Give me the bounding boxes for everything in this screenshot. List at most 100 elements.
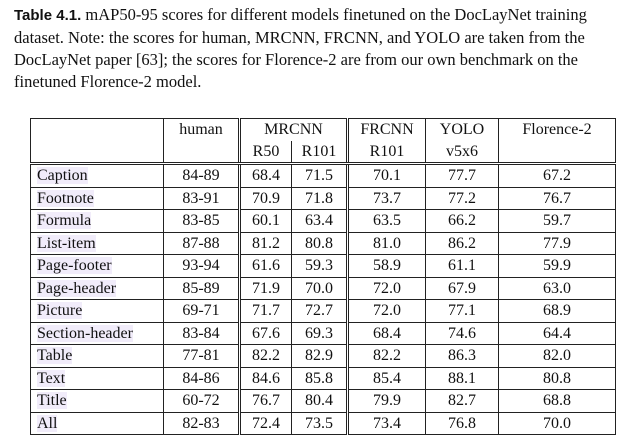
score-cell: 86.2 <box>425 231 499 255</box>
table-row: Footnote 83-91 70.9 71.8 73.7 77.2 76.7 <box>30 186 616 210</box>
score-cell: 76.8 <box>425 411 499 435</box>
score-cell: 73.7 <box>346 186 426 210</box>
score-cell: 84-86 <box>163 366 240 390</box>
score: 82.7 <box>448 392 476 410</box>
score: 70.0 <box>543 414 571 432</box>
score: 82.2 <box>373 347 401 365</box>
score-cell: 85.4 <box>346 366 426 390</box>
score-cell: 76.7 <box>498 186 616 210</box>
score: 58.9 <box>373 257 401 275</box>
row-label: Page-header <box>37 279 117 297</box>
header-cell: human <box>163 118 240 141</box>
score: 76.7 <box>252 392 280 410</box>
score: 68.4 <box>252 167 280 185</box>
caption-label: Table 4.1. <box>14 7 82 24</box>
score-cell: 85-89 <box>163 276 240 300</box>
table-body: human MRCNN FRCNN YOLO Florence-2 R50 R1… <box>30 118 616 435</box>
row-label: Title <box>37 392 67 410</box>
score: 61.6 <box>252 257 280 275</box>
score: 71.5 <box>305 167 333 185</box>
score-cell: 72.4 <box>238 411 292 435</box>
score: 71.9 <box>252 279 280 297</box>
score-cell: 68.4 <box>346 321 426 345</box>
score: 66.2 <box>448 212 476 230</box>
score-cell: 59.7 <box>498 209 616 233</box>
score-cell: 67.6 <box>238 321 292 345</box>
row-label-cell: Section-header <box>30 321 164 345</box>
score: 83-84 <box>182 324 220 342</box>
score: 70.9 <box>252 189 280 207</box>
score-cell: 71.5 <box>291 163 348 188</box>
score-cell: 82.0 <box>498 344 616 368</box>
score-cell: 84-89 <box>163 163 240 188</box>
score: 77.7 <box>448 167 476 185</box>
score-cell: 72.7 <box>291 299 348 323</box>
score: 81.2 <box>252 234 280 252</box>
score-cell: 85.8 <box>291 366 348 390</box>
score: 71.7 <box>252 302 280 320</box>
score: 77.1 <box>448 302 476 320</box>
header-cell: v5x6 <box>425 140 499 165</box>
score-cell: 63.0 <box>498 276 616 300</box>
score-cell: 66.2 <box>425 209 499 233</box>
score-cell: 77-81 <box>163 344 240 368</box>
score: 60-72 <box>182 392 220 410</box>
score: 68.8 <box>543 392 571 410</box>
score-cell: 59.9 <box>498 254 616 278</box>
score: 74.6 <box>448 324 476 342</box>
score-cell: 68.4 <box>238 163 292 188</box>
table-row: Table 77-81 82.2 82.9 82.2 86.3 82.0 <box>30 344 616 368</box>
score-cell: 84.6 <box>238 366 292 390</box>
score: 72.0 <box>373 302 401 320</box>
score: 76.8 <box>448 414 476 432</box>
score-cell: 61.1 <box>425 254 499 278</box>
score: 93-94 <box>182 257 220 275</box>
score: 77-81 <box>182 347 220 365</box>
score-cell: 59.3 <box>291 254 348 278</box>
score: 76.7 <box>543 189 571 207</box>
score-cell: 70.0 <box>498 411 616 435</box>
score: 70.1 <box>373 167 401 185</box>
score: 83-91 <box>182 189 220 207</box>
table-row: Picture 69-71 71.7 72.7 72.0 77.1 68.9 <box>30 299 616 323</box>
score: 79.9 <box>373 392 401 410</box>
score: 84-86 <box>182 369 220 387</box>
score-cell: 86.3 <box>425 344 499 368</box>
header-cell: FRCNN <box>346 118 426 141</box>
score-cell: 77.2 <box>425 186 499 210</box>
header-row: R50 R101 R101 v5x6 <box>30 140 616 165</box>
row-label-cell: Text <box>30 366 164 390</box>
score-cell: 70.9 <box>238 186 292 210</box>
caption: Table 4.1. mAP50-95 scores for different… <box>14 4 619 93</box>
score: 72.7 <box>305 302 333 320</box>
score: 70.0 <box>305 279 333 297</box>
row-label-cell: Page-header <box>30 276 164 300</box>
score-cell: 70.0 <box>291 276 348 300</box>
score-cell: 67.2 <box>498 163 616 188</box>
score: 80.8 <box>543 369 571 387</box>
score-cell: 70.1 <box>346 163 426 188</box>
score-cell: 61.6 <box>238 254 292 278</box>
score-cell: 60-72 <box>163 389 240 413</box>
score-cell: 73.5 <box>291 411 348 435</box>
score: 71.8 <box>305 189 333 207</box>
score: 59.3 <box>305 257 333 275</box>
score: 60.1 <box>252 212 280 230</box>
score-cell: 82.7 <box>425 389 499 413</box>
row-label: Section-header <box>37 324 133 342</box>
row-label: List-item <box>37 234 96 252</box>
score-cell: 83-85 <box>163 209 240 233</box>
score-cell: 83-84 <box>163 321 240 345</box>
score-cell: 81.2 <box>238 231 292 255</box>
score: 85.4 <box>373 369 401 387</box>
score-cell: 67.9 <box>425 276 499 300</box>
score: 86.3 <box>448 347 476 365</box>
score-cell: 88.1 <box>425 366 499 390</box>
score: 88.1 <box>448 369 476 387</box>
score: 59.9 <box>543 257 571 275</box>
score-cell: 82.9 <box>291 344 348 368</box>
score: 85-89 <box>182 279 220 297</box>
score-cell: 68.8 <box>498 389 616 413</box>
header-cell <box>30 118 164 141</box>
